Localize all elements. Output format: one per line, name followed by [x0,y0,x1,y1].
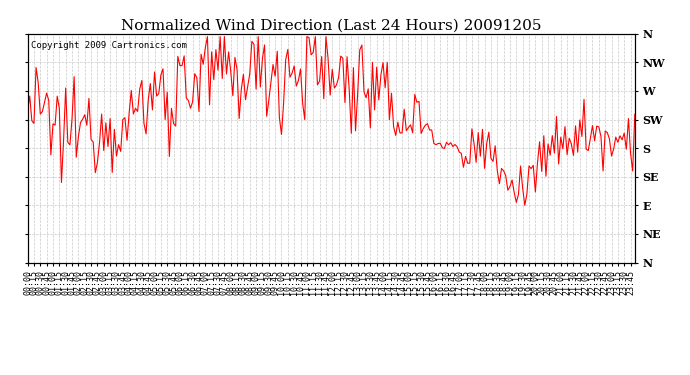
Title: Normalized Wind Direction (Last 24 Hours) 20091205: Normalized Wind Direction (Last 24 Hours… [121,19,542,33]
Text: Copyright 2009 Cartronics.com: Copyright 2009 Cartronics.com [30,40,186,50]
